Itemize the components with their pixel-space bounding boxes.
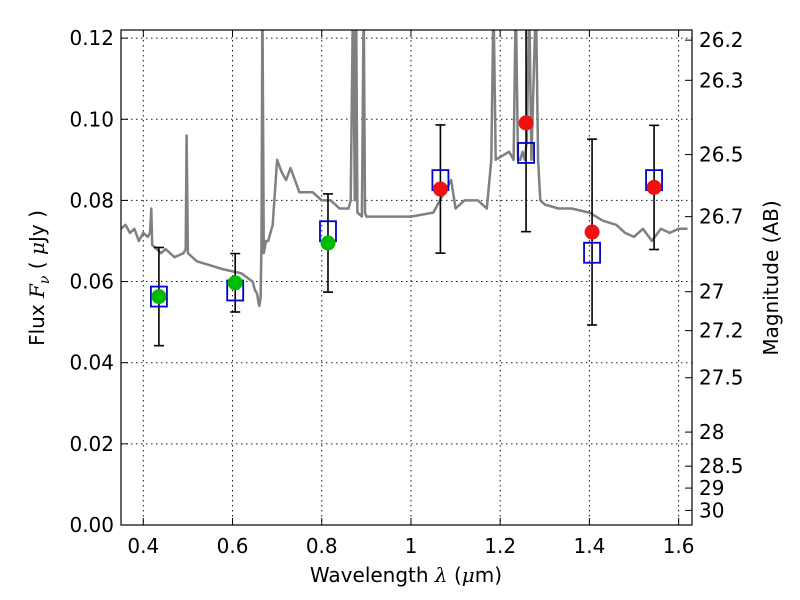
- x-axis-label-lead: Wavelength: [310, 563, 435, 587]
- x-axis-label-mu: μ: [462, 563, 475, 587]
- right-axis-label: Magnitude (AB): [759, 200, 783, 355]
- y-tick-label: 0.12: [69, 26, 114, 50]
- x-tick-label: 0.8: [306, 534, 338, 558]
- y-tick-label: 0.06: [69, 270, 114, 294]
- series-layer: [121, 30, 688, 347]
- right-tick-label: 28: [699, 420, 724, 444]
- x-tick-label: 1.4: [573, 534, 605, 558]
- grid-layer: [121, 30, 692, 526]
- optical-point: [320, 235, 336, 251]
- optical-point: [151, 289, 167, 305]
- right-tick-label: 26.5: [699, 143, 744, 167]
- x-tick-label: 1: [405, 534, 418, 558]
- x-tick-label: 1.2: [484, 534, 516, 558]
- nir-point: [646, 179, 662, 195]
- right-tick-label: 26.2: [699, 28, 744, 52]
- y-tick-label: 0.08: [69, 188, 114, 212]
- right-tick-label: 29: [699, 476, 724, 500]
- y-axis-label-mu: μ: [25, 242, 49, 255]
- x-tick-label: 0.6: [217, 534, 249, 558]
- x-axis-label-unit: m): [475, 563, 502, 587]
- x-tick-label: 0.4: [127, 534, 159, 558]
- model-photometry-square: [583, 241, 601, 264]
- model-photometry-square: [150, 285, 168, 308]
- y-tick-label: 0.02: [69, 432, 114, 456]
- y-tick-label: 0.04: [69, 351, 114, 375]
- y-axis-label-lead: Flux: [25, 298, 49, 346]
- right-tick-label: 26.3: [699, 68, 744, 92]
- y-axis-label-open: (: [25, 255, 49, 276]
- x-axis-label-open: (: [448, 563, 462, 587]
- right-tick-label: 27: [699, 280, 724, 304]
- y-axis-label-unit: Jy ): [25, 210, 49, 244]
- y-axis-label: Flux Fν ( μJy ): [25, 210, 53, 346]
- nir-point: [518, 115, 534, 131]
- y-tick-label: 0.00: [69, 513, 114, 537]
- x-axis-label: Wavelength λ (μm): [310, 563, 502, 587]
- right-tick-label: 27.2: [699, 319, 744, 343]
- tick-layer: 0.4 0.6 0.8 1 1.2 1.4 1.6 0.00 0.02 0.04 0.06 0.08 0…: [69, 26, 743, 558]
- right-tick-label: 30: [699, 498, 724, 522]
- y-axis-label-subscript: ν: [37, 275, 53, 284]
- right-tick-label: 27.5: [699, 366, 744, 390]
- right-tick-label: 26.7: [699, 205, 744, 229]
- y-axis-label-symbol: F: [25, 283, 49, 299]
- x-tick-label: 1.6: [663, 534, 695, 558]
- nir-point: [584, 224, 600, 240]
- right-tick-label: 28.5: [699, 454, 744, 478]
- plot-frame: [120, 29, 693, 526]
- optical-point: [227, 275, 243, 291]
- model-photometry-square: [517, 142, 535, 164]
- y-tick-label: 0.10: [69, 107, 114, 131]
- model-spectrum-line: [121, 30, 688, 308]
- x-axis-label-symbol: λ: [434, 563, 448, 587]
- nir-point: [432, 181, 448, 197]
